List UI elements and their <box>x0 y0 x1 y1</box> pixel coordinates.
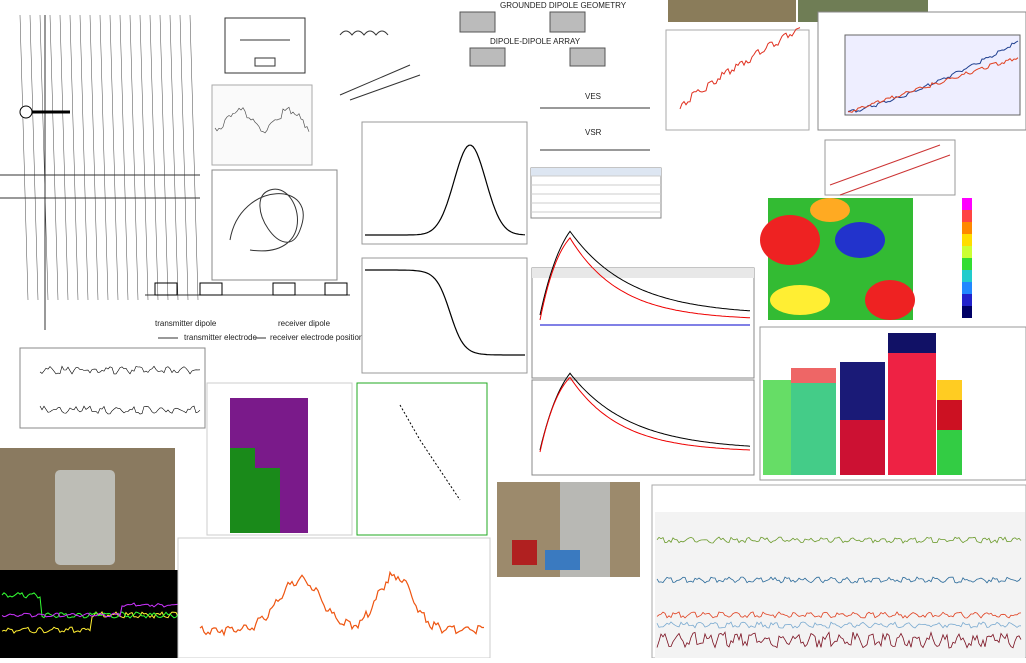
label: receiver dipole <box>278 319 331 328</box>
decoration <box>962 294 972 306</box>
decoration <box>29 14 39 301</box>
decoration <box>656 621 1022 629</box>
curve <box>1 591 179 619</box>
label: transmitter electrode <box>184 333 257 342</box>
blue-trend <box>817 11 1026 131</box>
curve <box>365 269 525 356</box>
decoration <box>49 14 59 301</box>
decoration <box>656 611 1022 619</box>
circuit <box>224 17 421 101</box>
sketch-panel <box>211 84 338 281</box>
decoration <box>169 14 179 301</box>
curve <box>847 57 1019 113</box>
label: receiver electrode position <box>270 333 363 342</box>
decoration <box>962 306 972 318</box>
red-trend <box>665 27 810 131</box>
decoration <box>656 536 1022 544</box>
curve <box>539 230 751 316</box>
dipole-sketch: transmitter dipole receiver dipole trans… <box>145 282 363 342</box>
decoration <box>89 14 99 301</box>
curve <box>539 237 751 321</box>
decoration <box>119 14 129 301</box>
decoration <box>109 14 119 301</box>
decoration <box>39 14 49 301</box>
bar-panel <box>206 382 488 536</box>
decoration <box>962 270 972 282</box>
decoration <box>69 14 79 301</box>
decoration <box>99 14 109 301</box>
curve <box>214 106 310 134</box>
noise-chart <box>19 347 206 429</box>
decoration <box>19 14 29 301</box>
curve <box>1 602 179 618</box>
decoration <box>962 198 972 210</box>
decoration <box>962 258 972 270</box>
label: VES <box>585 92 601 101</box>
decoration <box>79 14 89 301</box>
curve <box>679 27 801 110</box>
survey-grid <box>0 0 200 330</box>
curve <box>365 144 526 236</box>
bell-chart <box>361 121 528 374</box>
geometry-diagram: GROUNDED DIPOLE GEOMETRY DIPOLE-DIPOLE A… <box>459 1 650 151</box>
label: GROUNDED DIPOLE GEOMETRY <box>500 1 627 10</box>
heatmap <box>760 198 972 320</box>
table <box>530 135 755 219</box>
decoration <box>149 14 159 301</box>
column-chart <box>759 326 1026 481</box>
label: transmitter dipole <box>155 319 217 328</box>
curve <box>1 611 179 634</box>
decoration <box>656 631 1022 649</box>
decoration <box>129 14 139 301</box>
decoration <box>962 222 972 234</box>
curve <box>39 365 201 375</box>
decoration <box>656 576 1022 584</box>
curve <box>199 570 484 637</box>
curve-charts <box>531 230 755 476</box>
decoration <box>962 282 972 294</box>
decoration <box>179 14 189 301</box>
map-sketch <box>824 139 956 196</box>
decoration <box>962 234 972 246</box>
multi-line <box>651 484 1026 659</box>
photo <box>668 0 796 22</box>
decoration <box>59 14 69 301</box>
curve <box>539 376 751 453</box>
decoration <box>189 14 199 301</box>
label: DIPOLE-DIPOLE ARRAY <box>490 37 581 46</box>
curve <box>39 405 201 415</box>
curve <box>847 40 1019 113</box>
orange-chart <box>177 537 491 659</box>
decoration <box>139 14 149 301</box>
curve <box>539 372 751 451</box>
photo <box>0 448 640 577</box>
decoration <box>159 14 169 301</box>
oscilloscope <box>0 570 180 658</box>
label: VSR <box>585 128 602 137</box>
decoration <box>962 246 972 258</box>
decoration <box>962 210 972 222</box>
